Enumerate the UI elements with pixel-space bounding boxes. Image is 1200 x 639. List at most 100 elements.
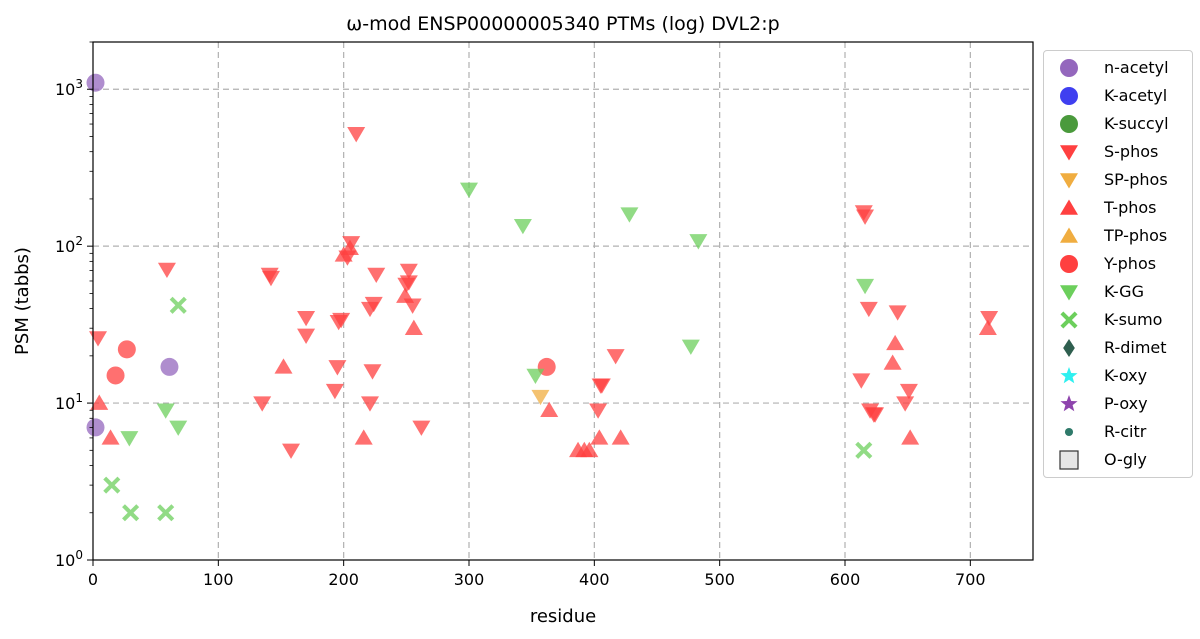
- s-phos-point: [297, 310, 316, 327]
- t-phos-point: [354, 429, 373, 445]
- legend-marker-shape: [1059, 450, 1079, 470]
- chart-title: ω-mod ENSP00000005340 PTMs (log) DVL2:p: [346, 13, 779, 35]
- t-phos-point: [340, 239, 359, 255]
- legend-label: K-sumo: [1104, 310, 1163, 329]
- s-phos-point: [899, 383, 918, 400]
- s-phos-point: [364, 296, 383, 313]
- k-gg-point: [856, 278, 875, 295]
- t-phos-point: [886, 334, 905, 351]
- legend-label: K-acetyl: [1104, 86, 1168, 105]
- t-phos-point: [90, 394, 109, 410]
- s-phos-point: [856, 209, 875, 225]
- legend-label: O-gly: [1104, 450, 1147, 469]
- legend-marker-shape: [1060, 311, 1078, 329]
- data-points: [86, 73, 999, 522]
- t-phos-point: [540, 401, 559, 418]
- y-tick-label: 100: [55, 548, 83, 570]
- s-phos-point: [367, 267, 386, 284]
- n-acetyl-point: [86, 418, 105, 437]
- s-phos-point: [328, 360, 347, 376]
- s-phos-point: [852, 373, 871, 389]
- legend-marker: [1060, 285, 1078, 301]
- legend-item: S-phos: [1044, 139, 1194, 165]
- legend-label: K-oxy: [1104, 366, 1148, 385]
- legend-item: SP-phos: [1044, 167, 1194, 193]
- legend-marker: [1060, 311, 1078, 329]
- s-phos-point: [606, 349, 625, 365]
- legend-item: n-acetyl: [1044, 55, 1194, 81]
- legend-item: Y-phos: [1044, 251, 1194, 277]
- legend-item: O-gly: [1044, 447, 1194, 473]
- x-tick-label: 200: [328, 570, 359, 589]
- legend-marker: [1063, 339, 1075, 357]
- legend-marker: [1060, 395, 1078, 412]
- s-phos-point: [282, 443, 301, 459]
- legend-marker: [1060, 255, 1078, 273]
- y-phos-point: [117, 340, 136, 359]
- legend-marker: [1059, 450, 1079, 470]
- k-sumo-point: [855, 441, 873, 459]
- legend-item: K-sumo: [1044, 307, 1194, 333]
- legend-marker: [1060, 173, 1078, 189]
- legend-marker-shape: [1060, 115, 1078, 133]
- legend-marker-shape: [1060, 255, 1078, 273]
- s-phos-point: [297, 328, 316, 344]
- legend-item: K-acetyl: [1044, 83, 1194, 109]
- x-tick-label: 100: [203, 570, 234, 589]
- t-phos-point: [101, 429, 120, 445]
- legend-item: K-GG: [1044, 279, 1194, 305]
- legend-item: R-citr: [1044, 419, 1194, 445]
- s-phos-point: [363, 364, 382, 380]
- legend-label: TP-phos: [1104, 226, 1168, 245]
- t-phos-point: [901, 429, 920, 445]
- k-sumo-point: [169, 296, 187, 314]
- k-gg-point: [156, 403, 175, 419]
- legend-marker-shape: [1064, 427, 1074, 437]
- t-phos-point: [404, 319, 423, 335]
- legend-marker-shape: [1060, 173, 1078, 189]
- k-sumo-point: [157, 504, 175, 522]
- x-axis-label: residue: [530, 606, 596, 627]
- legend-marker-shape: [1060, 285, 1078, 301]
- legend-marker-shape: [1060, 199, 1078, 215]
- y-phos-point: [106, 366, 125, 385]
- s-phos-point: [592, 378, 611, 394]
- legend-item: T-phos: [1044, 195, 1194, 221]
- t-phos-point: [580, 441, 599, 458]
- s-phos-point: [888, 305, 907, 321]
- legend-item: TP-phos: [1044, 223, 1194, 249]
- t-phos-point: [978, 319, 997, 335]
- legend-marker: [1060, 59, 1078, 77]
- legend-label: n-acetyl: [1104, 58, 1169, 77]
- t-phos-point: [396, 287, 415, 303]
- legend-label: P-oxy: [1104, 394, 1148, 413]
- t-phos-point: [274, 358, 293, 374]
- legend-marker-shape: [1060, 367, 1078, 384]
- sp-phos-point: [531, 389, 550, 406]
- s-phos-point: [261, 270, 280, 287]
- legend-marker-shape: [1060, 395, 1078, 412]
- s-phos-point: [397, 277, 416, 294]
- axes: 0 100 200 300 400 500 600 700 100 101 102 103: [55, 41, 986, 589]
- t-phos-point: [883, 354, 902, 370]
- s-phos-point: [896, 396, 915, 412]
- k-gg-point: [169, 420, 188, 436]
- s-phos-point: [360, 396, 379, 412]
- t-phos-point: [611, 429, 630, 445]
- k-gg-point: [689, 234, 708, 250]
- k-gg-point: [460, 182, 478, 198]
- y-tick-label: 103: [55, 77, 83, 99]
- legend-marker: [1060, 145, 1078, 161]
- s-phos-point: [253, 396, 272, 412]
- grid-lines: [93, 42, 1033, 560]
- legend-marker: [1060, 367, 1078, 384]
- legend-label: SP-phos: [1104, 170, 1168, 189]
- legend-item: K-oxy: [1044, 363, 1194, 389]
- t-phos-point: [590, 429, 609, 445]
- s-phos-point: [866, 407, 885, 423]
- n-acetyl-point: [86, 73, 105, 92]
- x-tick-label: 400: [579, 570, 610, 589]
- legend-label: K-GG: [1104, 282, 1144, 301]
- x-tick-label: 500: [704, 570, 735, 589]
